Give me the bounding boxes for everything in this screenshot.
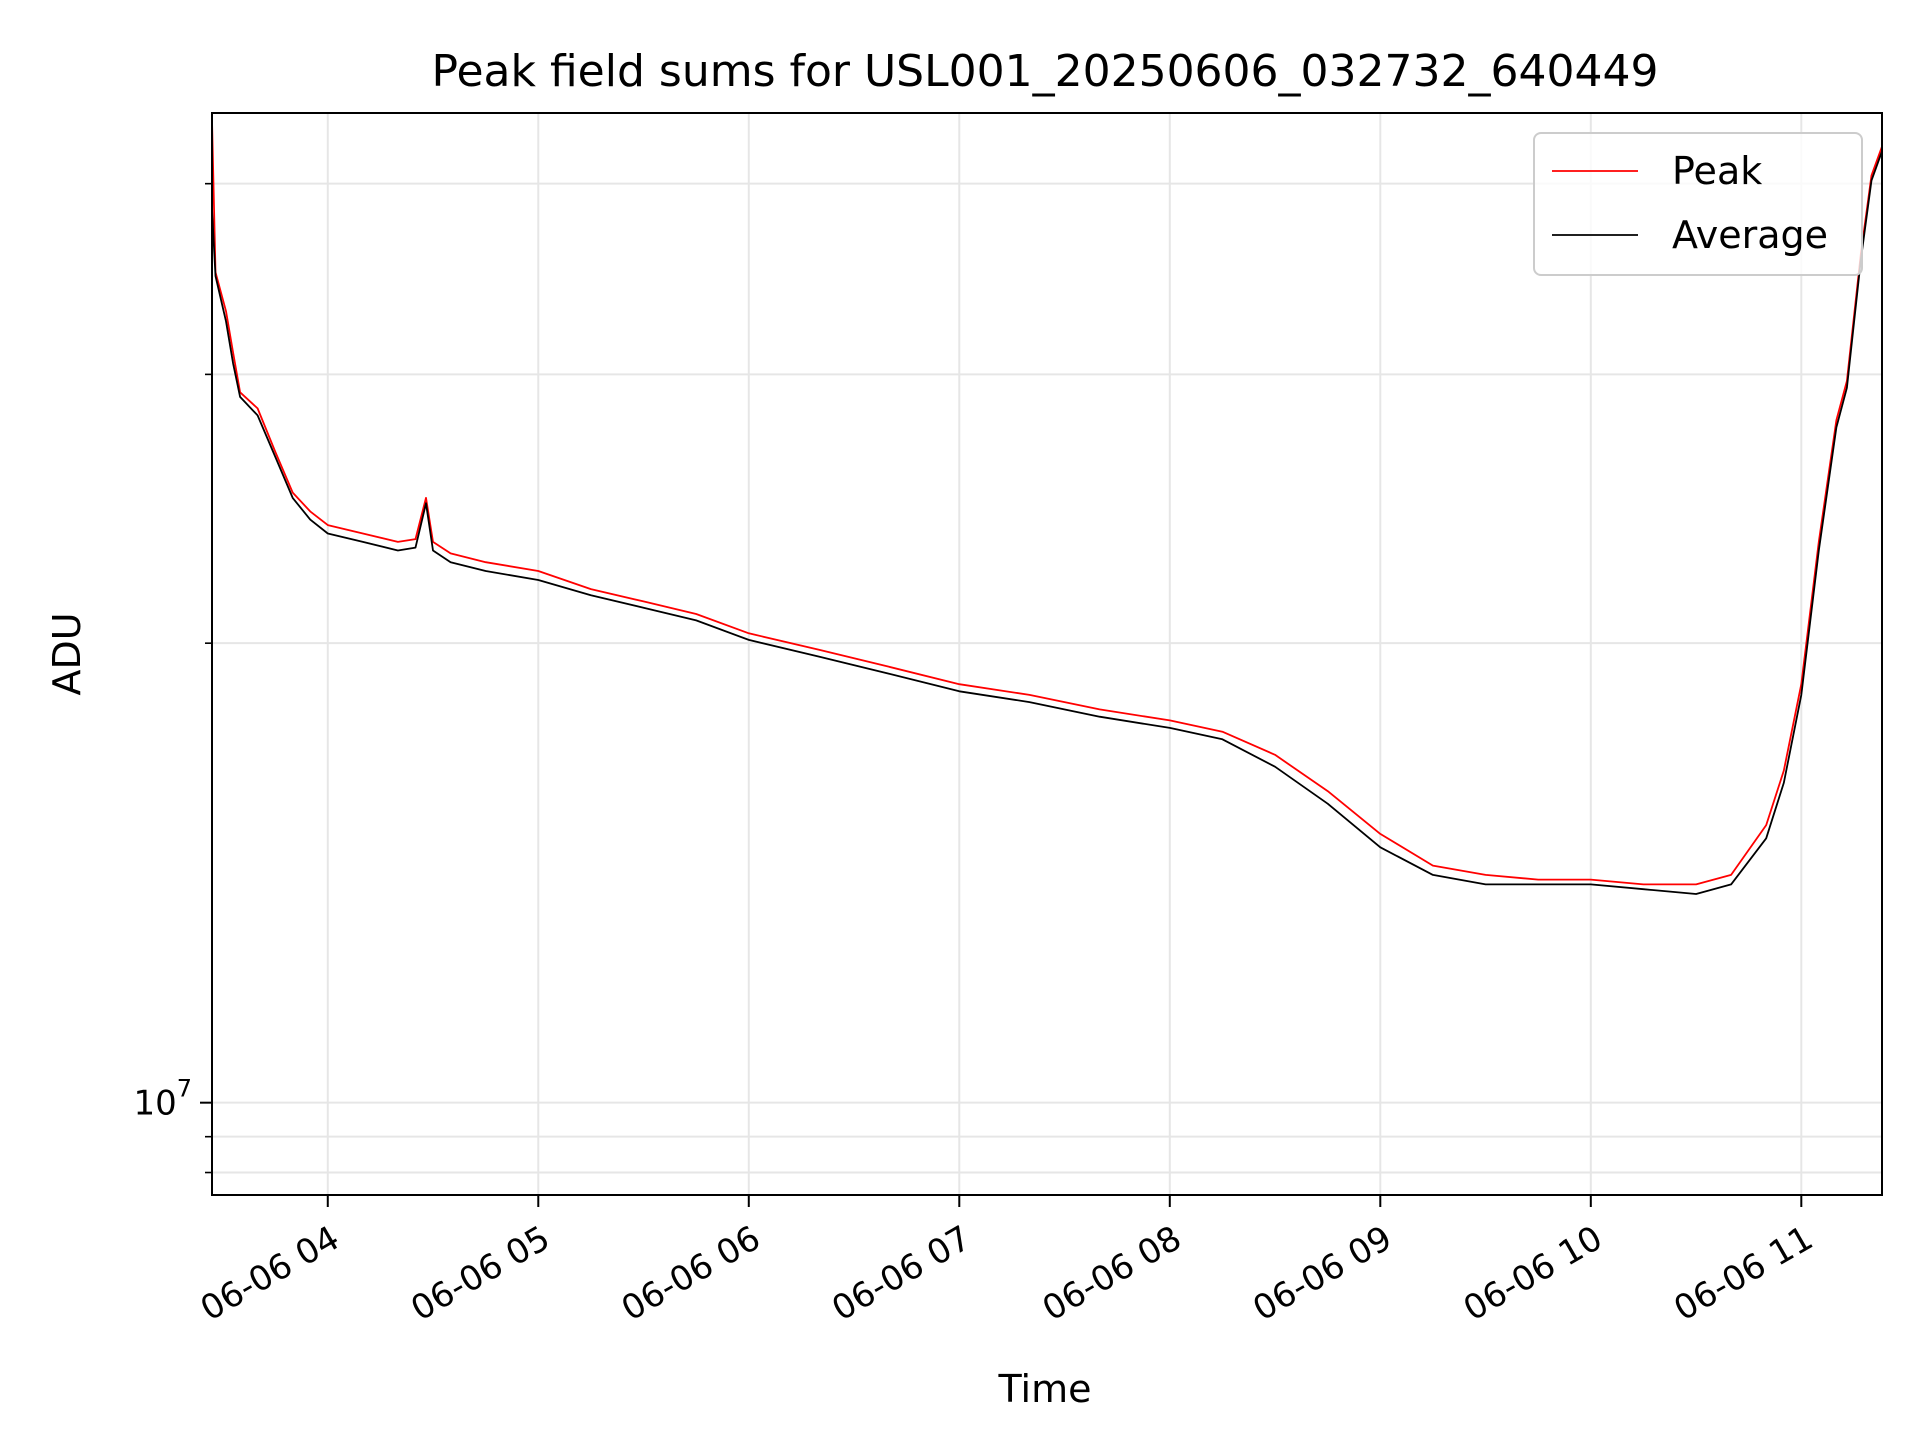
y-axis-label: ADU xyxy=(45,612,89,695)
series-layer xyxy=(211,120,1883,895)
y-tick-label: 107 xyxy=(133,1075,192,1124)
series-line-average xyxy=(211,150,1883,895)
grid xyxy=(212,113,1882,1195)
legend-label-peak: Peak xyxy=(1672,149,1762,193)
chart-title: Peak field sums for USL001_20250606_0327… xyxy=(432,46,1659,97)
legend: Peak Average xyxy=(1533,132,1863,276)
y-tick-label-base: 10 xyxy=(133,1084,176,1124)
legend-box xyxy=(1533,132,1863,276)
series-line-peak xyxy=(211,120,1883,886)
legend-label-average: Average xyxy=(1672,213,1828,257)
y-tick-label-exponent: 7 xyxy=(177,1075,192,1103)
x-axis-label: Time xyxy=(998,1367,1092,1411)
plot-frame xyxy=(211,112,1883,1196)
